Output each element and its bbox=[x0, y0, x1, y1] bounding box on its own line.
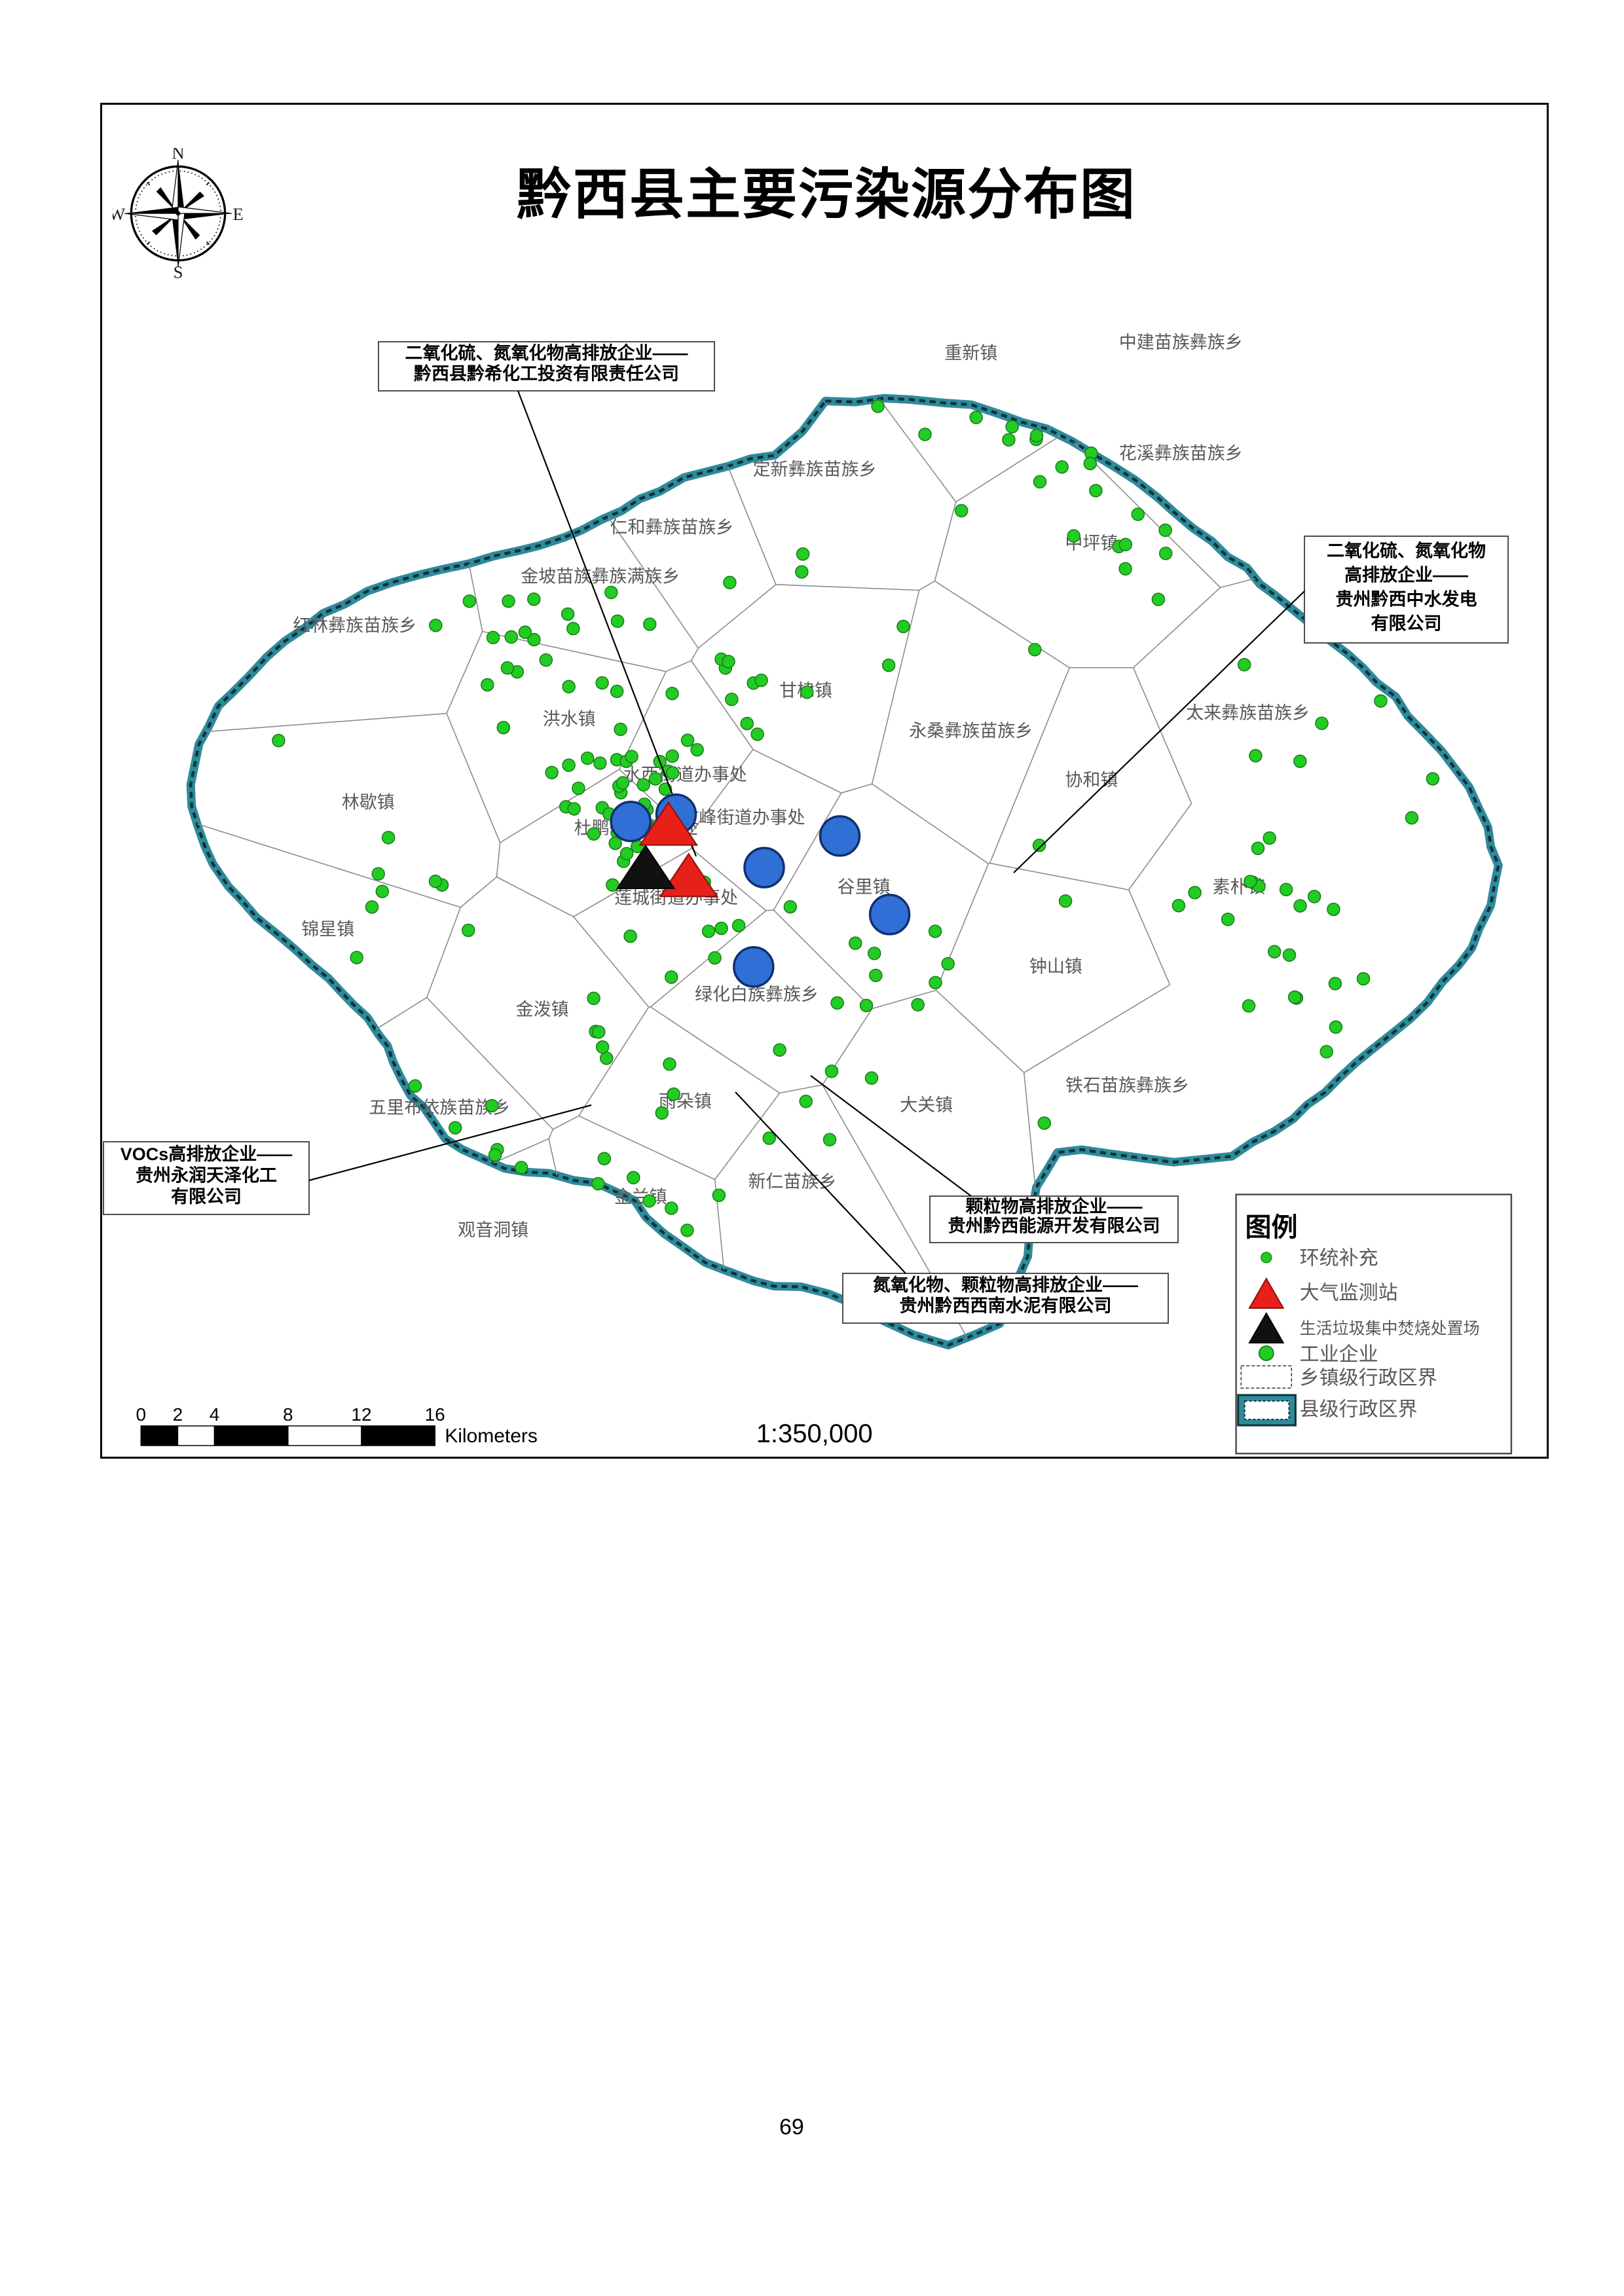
svg-text:16: 16 bbox=[425, 1404, 445, 1425]
svg-text:生活垃圾集中焚烧处置场: 生活垃圾集中焚烧处置场 bbox=[1300, 1319, 1480, 1338]
svg-text:有限公司: 有限公司 bbox=[1371, 614, 1442, 634]
svg-text:2: 2 bbox=[173, 1404, 183, 1425]
svg-text:环统补充: 环统补充 bbox=[1300, 1248, 1378, 1269]
svg-text:氮氧化物、颗粒物高排放企业——: 氮氧化物、颗粒物高排放企业—— bbox=[873, 1275, 1138, 1295]
svg-text:0: 0 bbox=[136, 1404, 147, 1425]
svg-text:仁和彝族苗族乡: 仁和彝族苗族乡 bbox=[610, 518, 733, 538]
svg-text:新仁苗族乡: 新仁苗族乡 bbox=[748, 1172, 837, 1192]
svg-text:铁石苗族彝族乡: 铁石苗族彝族乡 bbox=[1065, 1076, 1189, 1095]
svg-text:工业企业: 工业企业 bbox=[1300, 1344, 1378, 1366]
svg-text:林歇镇: 林歇镇 bbox=[342, 793, 395, 812]
svg-text:图例: 图例 bbox=[1246, 1213, 1298, 1242]
svg-text:贵州黔西西南水泥有限公司: 贵州黔西西南水泥有限公司 bbox=[900, 1296, 1112, 1316]
svg-text:Kilometers: Kilometers bbox=[445, 1425, 538, 1447]
svg-text:12: 12 bbox=[351, 1404, 371, 1425]
svg-text:钟山镇: 钟山镇 bbox=[1029, 957, 1082, 977]
svg-text:红林彝族苗族乡: 红林彝族苗族乡 bbox=[293, 616, 416, 636]
svg-text:贵州永润天泽化工: 贵州永润天泽化工 bbox=[136, 1165, 277, 1185]
svg-text:二氧化硫、氮氧化物: 二氧化硫、氮氧化物 bbox=[1327, 541, 1486, 561]
svg-text:观音洞镇: 观音洞镇 bbox=[458, 1220, 528, 1240]
svg-text:1:350,000: 1:350,000 bbox=[756, 1419, 873, 1448]
svg-text:8: 8 bbox=[283, 1404, 293, 1425]
svg-text:金坡苗族彝族满族乡: 金坡苗族彝族满族乡 bbox=[521, 567, 680, 587]
svg-text:锦星镇: 锦星镇 bbox=[301, 919, 354, 939]
svg-text:4: 4 bbox=[210, 1404, 220, 1425]
svg-text:谷里镇: 谷里镇 bbox=[838, 877, 891, 897]
svg-text:金泼镇: 金泼镇 bbox=[516, 1000, 569, 1019]
svg-text:花溪彝族苗族乡: 花溪彝族苗族乡 bbox=[1119, 443, 1243, 463]
svg-text:永桑彝族苗族乡: 永桑彝族苗族乡 bbox=[909, 721, 1033, 741]
svg-text:贵州黔西中水发电: 贵州黔西中水发电 bbox=[1336, 589, 1477, 610]
svg-text:县级行政区界: 县级行政区界 bbox=[1300, 1398, 1418, 1420]
svg-text:二氧化硫、氮氧化物高排放企业——: 二氧化硫、氮氧化物高排放企业—— bbox=[405, 343, 688, 363]
svg-text:洪水镇: 洪水镇 bbox=[543, 710, 596, 729]
svg-text:颗粒物高排放企业——: 颗粒物高排放企业—— bbox=[966, 1196, 1143, 1216]
svg-text:太来彝族苗族乡: 太来彝族苗族乡 bbox=[1186, 703, 1310, 723]
svg-text:大气监测站: 大气监测站 bbox=[1300, 1283, 1398, 1304]
svg-text:重新镇: 重新镇 bbox=[944, 344, 997, 363]
svg-text:有限公司: 有限公司 bbox=[171, 1187, 242, 1207]
svg-text:大关镇: 大关镇 bbox=[900, 1095, 953, 1115]
svg-text:金兰镇: 金兰镇 bbox=[614, 1187, 667, 1207]
svg-text:定新彝族苗族乡: 定新彝族苗族乡 bbox=[753, 460, 877, 479]
svg-text:贵州黔西能源开发有限公司: 贵州黔西能源开发有限公司 bbox=[948, 1216, 1160, 1236]
svg-text:中建苗族彝族乡: 中建苗族彝族乡 bbox=[1119, 333, 1243, 352]
svg-text:文峰街道办事处: 文峰街道办事处 bbox=[682, 808, 805, 828]
svg-text:VOCs高排放企业——: VOCs高排放企业—— bbox=[120, 1144, 293, 1164]
svg-text:黔西县黔希化工投资有限责任公司: 黔西县黔希化工投资有限责任公司 bbox=[414, 363, 679, 384]
svg-text:高排放企业——: 高排放企业—— bbox=[1344, 565, 1468, 585]
svg-text:乡镇级行政区界: 乡镇级行政区界 bbox=[1300, 1368, 1437, 1389]
